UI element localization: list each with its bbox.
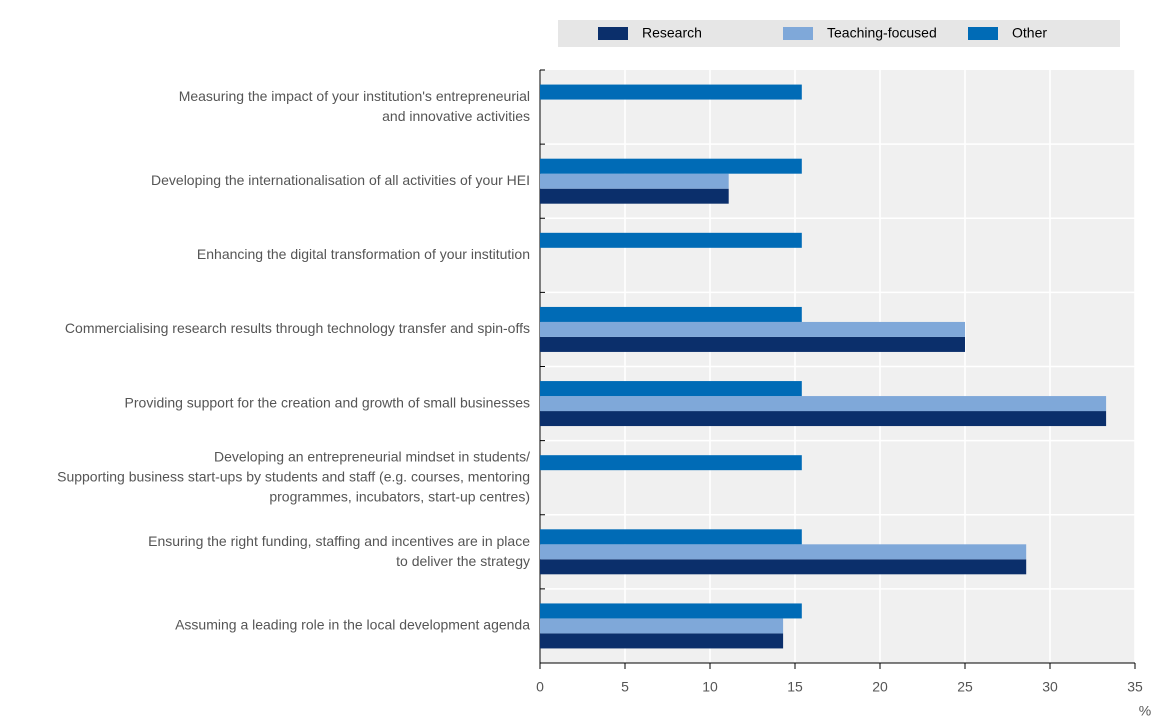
legend-swatch [783, 27, 813, 40]
legend-swatch [598, 27, 628, 40]
bar [540, 321, 965, 337]
x-tick-label: 35 [1127, 679, 1143, 695]
x-tick-label: 20 [872, 679, 888, 695]
x-tick-label: 15 [787, 679, 803, 695]
bar [540, 396, 1107, 412]
y-tick-label: Developing an entrepreneurial mindset in… [57, 448, 530, 504]
y-tick-label: Commercialising research results through… [65, 320, 530, 336]
legend-label: Research [642, 25, 702, 41]
bar [540, 84, 802, 100]
bar [540, 529, 802, 545]
legend-swatch [968, 27, 998, 40]
y-tick-label: Providing support for the creation and g… [125, 394, 530, 410]
y-tick-label: Enhancing the digital transformation of … [197, 246, 530, 262]
bar [540, 411, 1107, 427]
x-tick-label: 5 [621, 679, 629, 695]
y-tick-label: Assuming a leading role in the local dev… [175, 617, 530, 633]
bar [540, 455, 802, 471]
y-tick-label: Measuring the impact of your institution… [179, 88, 530, 124]
bar [540, 544, 1027, 560]
bar [540, 232, 802, 248]
bar [540, 188, 729, 204]
x-tick-label: 0 [536, 679, 544, 695]
x-tick-label: 30 [1042, 679, 1058, 695]
legend-label: Other [1012, 25, 1047, 41]
bar [540, 618, 784, 634]
y-tick-label: Developing the internationalisation of a… [151, 172, 530, 188]
y-tick-label: Ensuring the right funding, staffing and… [148, 533, 530, 569]
bar [540, 633, 784, 649]
bar [540, 158, 802, 174]
legend-box [558, 20, 1120, 47]
bar [540, 559, 1027, 575]
x-axis-label: % [1139, 703, 1151, 719]
x-tick-label: 25 [957, 679, 973, 695]
bar [540, 336, 965, 352]
legend-label: Teaching-focused [827, 25, 937, 41]
bar [540, 603, 802, 619]
bar [540, 306, 802, 322]
x-tick-label: 10 [702, 679, 718, 695]
bar [540, 381, 802, 397]
bar [540, 173, 729, 189]
